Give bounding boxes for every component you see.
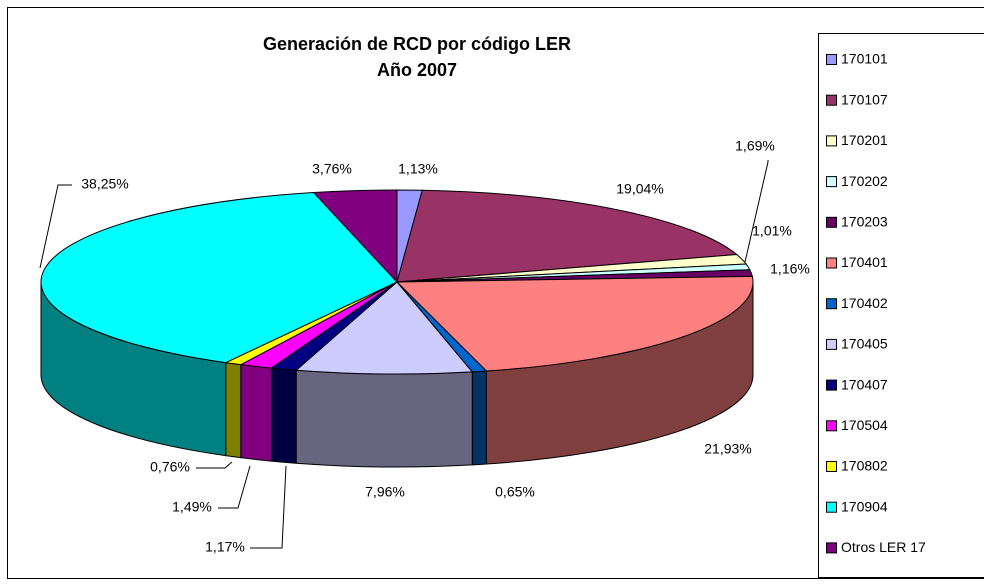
data-label: 1,17% bbox=[205, 539, 245, 555]
pie-slice bbox=[40, 192, 398, 364]
legend-label: 170504 bbox=[841, 417, 888, 433]
legend-label: 170201 bbox=[841, 132, 888, 148]
data-label: 1,01% bbox=[752, 223, 792, 239]
data-label: 0,65% bbox=[495, 484, 535, 500]
data-label: 19,04% bbox=[616, 181, 663, 197]
pie-slice bbox=[294, 281, 474, 375]
legend-label: 170401 bbox=[841, 254, 888, 270]
legend-swatch bbox=[826, 135, 837, 147]
legend-swatch bbox=[826, 54, 837, 65]
data-label: 7,96% bbox=[365, 484, 405, 500]
data-label: 3,76% bbox=[312, 161, 352, 177]
leader-line bbox=[744, 160, 769, 263]
data-label: 1,49% bbox=[172, 499, 212, 515]
legend-swatch bbox=[826, 298, 837, 310]
leader-line bbox=[39, 184, 72, 269]
legend-swatch bbox=[826, 542, 837, 554]
legend-label: 170107 bbox=[841, 91, 888, 107]
legend-swatch bbox=[826, 501, 837, 513]
legend-label: 170101 bbox=[841, 51, 888, 67]
legend-label: 170802 bbox=[841, 458, 888, 474]
legend-swatch bbox=[826, 461, 837, 472]
data-label: 1,16% bbox=[770, 261, 810, 277]
legend-swatch bbox=[826, 338, 837, 350]
pie-slice bbox=[395, 275, 754, 372]
data-label: 21,93% bbox=[704, 441, 751, 457]
chart-subtitle: Año 2007 bbox=[377, 60, 457, 80]
legend-label: 170402 bbox=[841, 295, 888, 311]
chart-title: Generación de RCD por código LER bbox=[263, 34, 571, 54]
pie-slice bbox=[396, 189, 739, 283]
pie-slice-side bbox=[225, 362, 242, 459]
legend-label: 170405 bbox=[841, 336, 888, 352]
data-label: 38,25% bbox=[81, 176, 128, 192]
pie-slice bbox=[312, 189, 398, 284]
leader-line bbox=[250, 465, 287, 549]
legend-label: 170407 bbox=[841, 376, 888, 392]
pie-slice-side bbox=[270, 367, 297, 464]
pie-slice-side bbox=[240, 364, 272, 462]
legend-box bbox=[818, 33, 984, 578]
legend-swatch bbox=[826, 420, 837, 432]
pie-slice-side bbox=[471, 370, 487, 466]
legend-label: 170203 bbox=[841, 214, 888, 230]
data-label: 0,76% bbox=[150, 459, 190, 475]
legend-label: 170904 bbox=[841, 498, 888, 514]
legend-swatch bbox=[826, 94, 837, 106]
legend-swatch bbox=[826, 379, 837, 391]
data-label: 1,69% bbox=[735, 138, 775, 154]
legend-swatch bbox=[826, 216, 837, 228]
pie-slice-side bbox=[295, 369, 473, 468]
legend-label: 170202 bbox=[841, 173, 888, 189]
data-label: 1,13% bbox=[398, 161, 438, 177]
legend-label: Otros LER 17 bbox=[841, 539, 926, 555]
leader-line bbox=[196, 461, 233, 469]
leader-line bbox=[218, 465, 251, 509]
legend-swatch bbox=[826, 257, 837, 269]
legend-swatch bbox=[826, 176, 837, 188]
